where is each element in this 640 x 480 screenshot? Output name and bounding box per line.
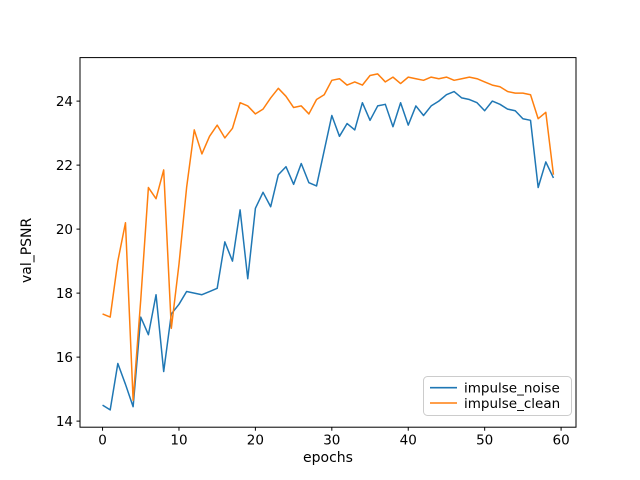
x-tick-label: 60	[553, 433, 570, 449]
x-tick-label: 10	[170, 433, 187, 449]
y-tick-label: 22	[56, 158, 73, 174]
series-line-impulse_noise	[102, 90, 555, 411]
x-tick-label: 20	[247, 433, 264, 449]
series-line-impulse_clean	[102, 73, 555, 402]
x-axis-label: epochs	[303, 450, 353, 466]
x-tick-label: 0	[98, 433, 107, 449]
x-tick-label: 30	[323, 433, 340, 449]
x-tick-label: 40	[400, 433, 417, 449]
x-tick-label: 50	[476, 433, 493, 449]
y-tick-label: 14	[56, 414, 73, 430]
y-axis-label: val_PSNR	[19, 217, 35, 283]
axes-frame	[79, 57, 577, 428]
legend-label: impulse_noise	[464, 381, 560, 397]
y-tick-label: 20	[56, 222, 73, 238]
y-tick-label: 18	[56, 286, 73, 302]
y-tick-label: 24	[56, 94, 73, 110]
legend-label: impulse_clean	[464, 396, 560, 412]
y-tick-label: 16	[56, 350, 73, 366]
legend-box	[423, 376, 572, 416]
